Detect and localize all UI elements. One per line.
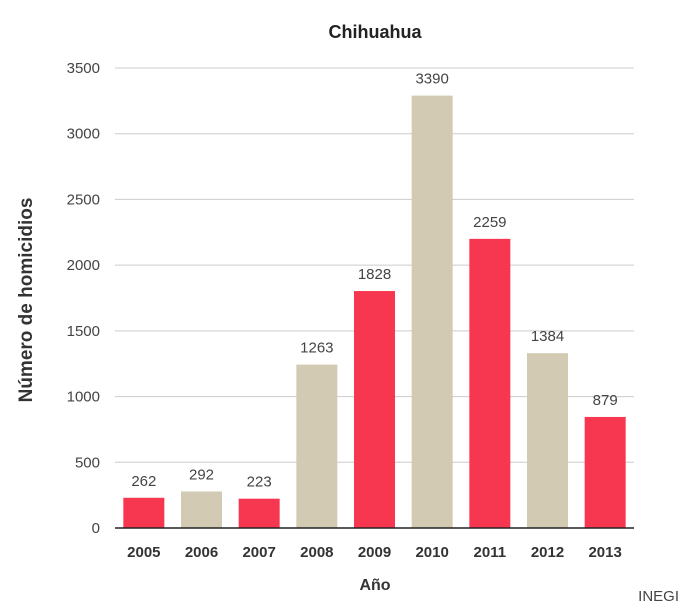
x-axis-label: Año: [359, 577, 390, 594]
bars: [123, 95, 626, 528]
x-axis-ticks: 2005 2006 2007 2008 2009 2010 2011 2012 2013: [127, 544, 622, 561]
data-label-2009: 1828: [358, 266, 391, 283]
x-tick-label: 2007: [242, 544, 275, 561]
source-note: INEGI: [638, 588, 679, 605]
data-label-2005: 262: [131, 473, 156, 490]
y-tick-label: 3000: [67, 126, 100, 143]
bar-2007: [238, 498, 280, 528]
data-label-2008: 1263: [300, 340, 333, 357]
y-tick-label: 1000: [67, 389, 100, 406]
bar-2012: [527, 353, 568, 528]
chart-title: Chihuahua: [329, 22, 423, 42]
bar-2005: [123, 497, 165, 528]
data-label-2006: 292: [189, 466, 214, 483]
y-tick-label: 1500: [67, 323, 100, 340]
y-tick-label: 2000: [67, 257, 100, 274]
x-tick-label: 2009: [358, 544, 391, 561]
x-tick-label: 2011: [474, 544, 507, 561]
data-label-2012: 1384: [531, 328, 564, 345]
data-label-2013: 879: [593, 392, 618, 409]
y-axis-ticks: 0 500 1000 1500 2000 2500 3000 3500: [67, 60, 100, 537]
y-axis-label: Número de homicidios: [16, 198, 37, 403]
y-tick-label: 500: [75, 454, 100, 471]
x-tick-label: 2013: [588, 544, 621, 561]
x-tick-label: 2008: [300, 544, 333, 561]
y-tick-label: 3500: [67, 60, 100, 77]
x-tick-label: 2012: [531, 544, 564, 561]
bar-2008: [296, 364, 338, 528]
bar-2011: [469, 238, 511, 528]
y-tick-label: 0: [92, 520, 100, 537]
bar-2006: [181, 491, 222, 528]
x-tick-label: 2006: [185, 544, 218, 561]
bar-2013: [584, 416, 626, 528]
bar-2010: [411, 95, 453, 528]
data-label-2010: 3390: [415, 71, 448, 88]
data-labels: 262 292 223 1263 1828 3390 2259 1384 879: [131, 71, 617, 491]
y-tick-label: 2500: [67, 191, 100, 208]
bar-2009: [354, 291, 395, 528]
data-label-2007: 223: [247, 474, 272, 491]
x-tick-label: 2010: [415, 544, 448, 561]
data-label-2011: 2259: [473, 214, 506, 231]
x-tick-label: 2005: [127, 544, 160, 561]
